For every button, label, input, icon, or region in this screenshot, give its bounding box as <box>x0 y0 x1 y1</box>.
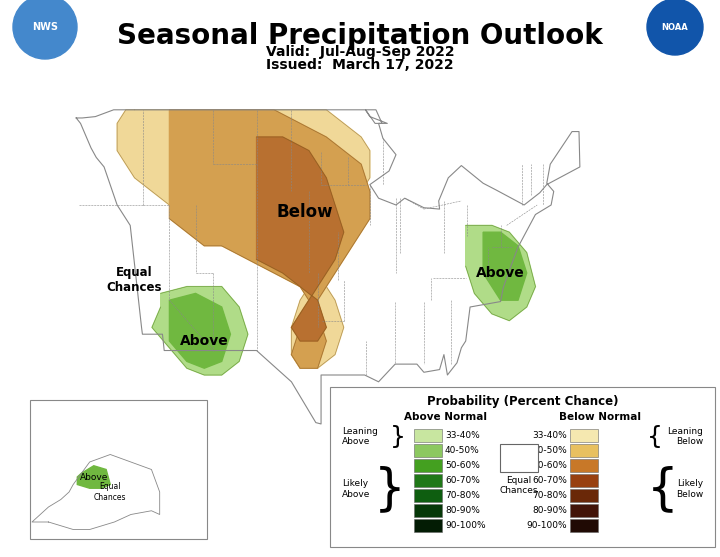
Text: 90-100%: 90-100% <box>526 521 567 530</box>
Polygon shape <box>117 110 370 368</box>
Bar <box>570 504 598 517</box>
Bar <box>570 459 598 472</box>
Text: Equal
Chances: Equal Chances <box>107 266 162 294</box>
Text: Below: Below <box>276 203 333 221</box>
Text: 33-40%: 33-40% <box>532 431 567 440</box>
Bar <box>570 519 598 532</box>
Text: Likely
Below: Likely Below <box>676 480 703 499</box>
Text: Seasonal Precipitation Outlook: Seasonal Precipitation Outlook <box>117 22 603 50</box>
Text: Above: Above <box>80 472 108 481</box>
Bar <box>414 474 442 487</box>
Text: Equal
Chances: Equal Chances <box>500 476 539 495</box>
Polygon shape <box>77 466 110 488</box>
Bar <box>414 444 442 457</box>
Text: 80-90%: 80-90% <box>445 506 480 515</box>
Bar <box>570 444 598 457</box>
Text: Equal
Chances: Equal Chances <box>94 482 127 502</box>
Text: 70-80%: 70-80% <box>532 491 567 500</box>
Text: 40-50%: 40-50% <box>445 446 480 455</box>
Polygon shape <box>466 226 536 321</box>
Polygon shape <box>169 294 230 368</box>
Circle shape <box>13 0 77 59</box>
Polygon shape <box>76 110 580 424</box>
Text: 70-80%: 70-80% <box>445 491 480 500</box>
Text: {: { <box>647 465 679 513</box>
Text: 80-90%: 80-90% <box>532 506 567 515</box>
Bar <box>414 429 442 442</box>
Text: Below Normal: Below Normal <box>559 412 641 422</box>
Text: NOAA: NOAA <box>662 22 688 32</box>
Text: Probability (Percent Chance): Probability (Percent Chance) <box>427 395 618 408</box>
Polygon shape <box>32 455 160 530</box>
Text: Above: Above <box>180 334 229 348</box>
Bar <box>30 400 207 539</box>
Polygon shape <box>483 232 527 300</box>
Text: 40-50%: 40-50% <box>532 446 567 455</box>
Text: }: } <box>390 424 406 448</box>
Bar <box>570 429 598 442</box>
Bar <box>570 474 598 487</box>
Bar <box>500 444 538 472</box>
Text: 33-40%: 33-40% <box>445 431 480 440</box>
Text: Leaning
Above: Leaning Above <box>342 427 378 446</box>
Text: {: { <box>647 424 663 448</box>
Text: 60-70%: 60-70% <box>445 476 480 485</box>
Text: Above Normal: Above Normal <box>403 412 487 422</box>
Text: NWS: NWS <box>32 22 58 32</box>
Text: }: } <box>374 465 406 513</box>
Bar <box>414 489 442 502</box>
Text: 90-100%: 90-100% <box>445 521 485 530</box>
Bar <box>414 504 442 517</box>
Text: 60-70%: 60-70% <box>532 476 567 485</box>
Bar <box>330 387 715 547</box>
Circle shape <box>647 0 703 55</box>
Text: Likely
Above: Likely Above <box>342 480 370 499</box>
Bar <box>570 489 598 502</box>
Text: 50-60%: 50-60% <box>532 461 567 470</box>
Text: Valid:  Jul-Aug-Sep 2022: Valid: Jul-Aug-Sep 2022 <box>266 45 454 59</box>
Text: Leaning
Below: Leaning Below <box>667 427 703 446</box>
Polygon shape <box>169 110 370 368</box>
Text: 50-60%: 50-60% <box>445 461 480 470</box>
Text: Issued:  March 17, 2022: Issued: March 17, 2022 <box>266 58 454 72</box>
Bar <box>414 519 442 532</box>
Bar <box>414 459 442 472</box>
Text: Above: Above <box>476 266 525 280</box>
Polygon shape <box>256 137 343 341</box>
Polygon shape <box>152 287 248 375</box>
